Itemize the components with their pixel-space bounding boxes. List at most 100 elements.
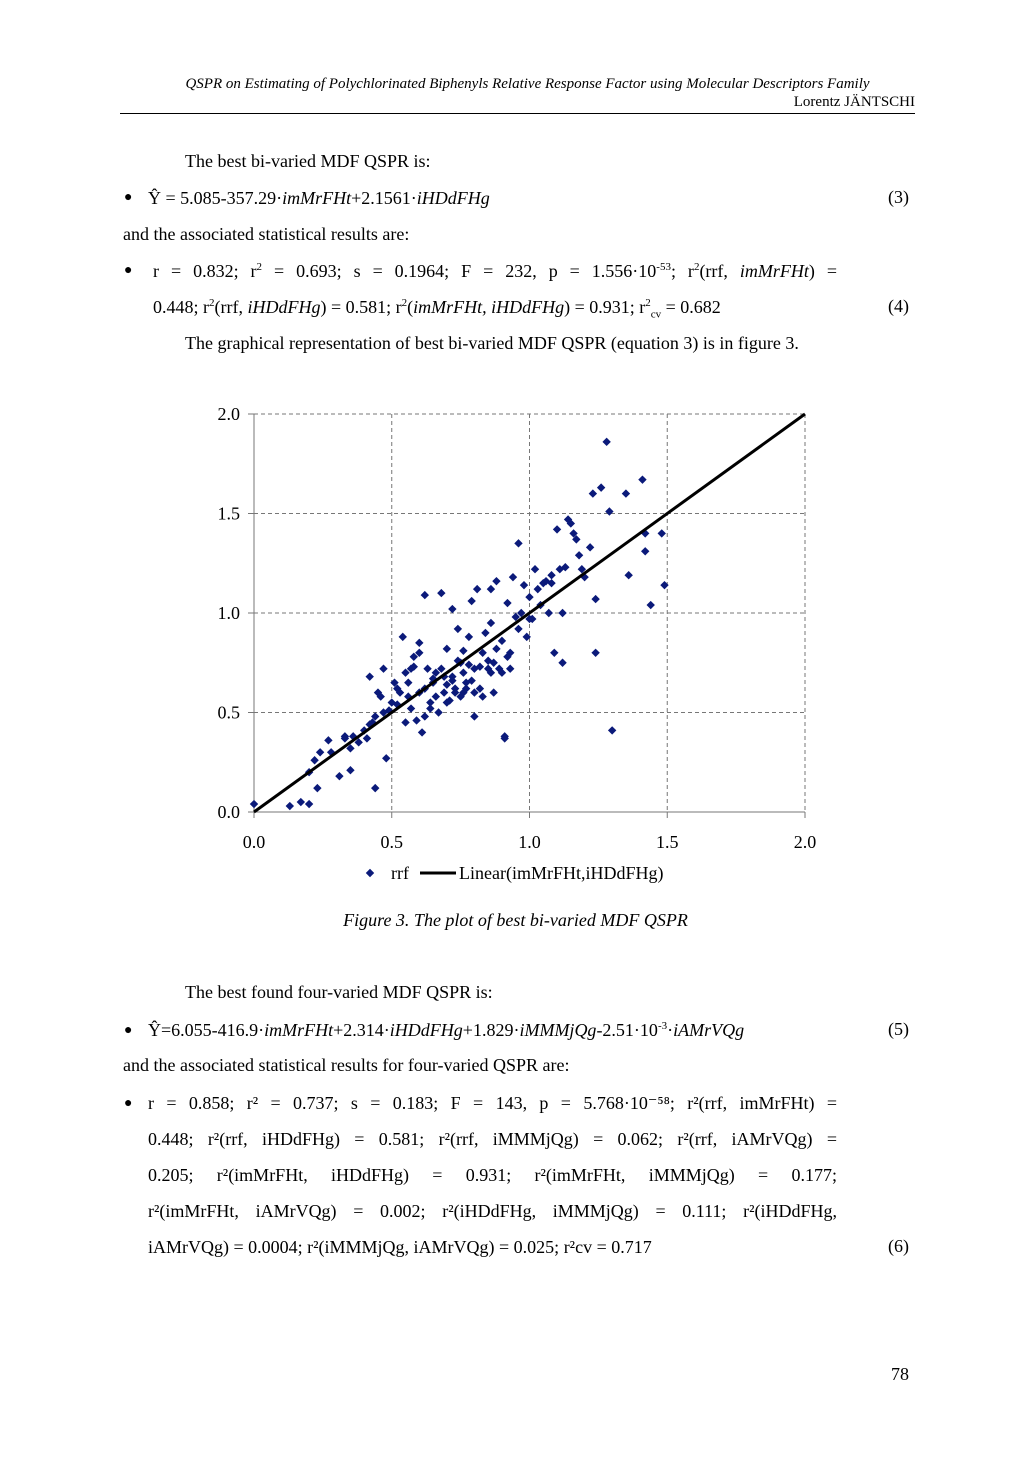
data-point bbox=[525, 592, 534, 602]
data-point bbox=[566, 519, 576, 528]
data-point bbox=[569, 529, 578, 538]
data-point bbox=[660, 580, 669, 590]
x-tick-label: 0.0 bbox=[243, 832, 266, 852]
data-point bbox=[572, 535, 581, 544]
statistics-6-line-5: iAMrVQg) = 0.0004; r²(iMMMjQg, iAMrVQg) … bbox=[148, 1237, 652, 1257]
data-point bbox=[544, 608, 553, 618]
data-point bbox=[624, 570, 633, 580]
data-point bbox=[346, 766, 355, 775]
data-point bbox=[398, 632, 407, 642]
data-point bbox=[390, 678, 399, 687]
data-point bbox=[591, 594, 600, 604]
running-header: QSPR on Estimating of Polychlorinated Bi… bbox=[120, 75, 915, 111]
data-point bbox=[657, 529, 666, 538]
data-point bbox=[530, 565, 540, 574]
header-rule bbox=[120, 113, 915, 114]
data-point bbox=[522, 632, 531, 642]
data-point bbox=[539, 578, 548, 588]
data-point bbox=[492, 644, 501, 654]
header-author: Lorentz JÄNTSCHI bbox=[793, 94, 915, 110]
data-point bbox=[362, 734, 372, 743]
data-point bbox=[641, 547, 650, 556]
data-point bbox=[497, 636, 507, 646]
data-point bbox=[519, 580, 529, 590]
data-point bbox=[561, 563, 570, 572]
data-point bbox=[304, 799, 314, 809]
data-point bbox=[365, 672, 374, 681]
data-point bbox=[404, 692, 413, 701]
y-tick-label: 1.5 bbox=[218, 504, 241, 524]
legend-marker-rrf bbox=[365, 868, 375, 878]
y-tick-label: 0.0 bbox=[218, 802, 241, 822]
data-point bbox=[461, 678, 471, 687]
data-point bbox=[401, 718, 410, 727]
equation-3: Ŷ = 5.085-357.29·imMrFHt+2.1561·iHDdFHg bbox=[148, 188, 490, 208]
statistics-6-line-4: r²(imMrFHt, iAMrVQg) = 0.002; r²(iHDdFHg… bbox=[148, 1201, 837, 1221]
data-point bbox=[641, 529, 650, 538]
paragraph-stats-intro: and the associated statistical results a… bbox=[123, 224, 410, 244]
data-point bbox=[475, 684, 485, 693]
equation-6-number: (6) bbox=[888, 1236, 909, 1256]
data-point bbox=[434, 708, 443, 717]
y-tick-label: 1.0 bbox=[218, 603, 241, 623]
data-point bbox=[547, 578, 556, 588]
data-point bbox=[340, 732, 350, 741]
data-point bbox=[442, 698, 452, 707]
data-point bbox=[437, 664, 446, 673]
chart-tick-labels: 0.0 0.5 1.0 1.5 2.0 0.0 0.5 1.0 1.5 2.0 bbox=[218, 404, 817, 852]
bullet: ● bbox=[124, 190, 133, 205]
statistics-4-line-1: r = 0.832; r2 = 0.693; s = 0.1964; F = 2… bbox=[153, 261, 838, 281]
data-point bbox=[511, 612, 520, 622]
data-point bbox=[324, 736, 333, 745]
data-point bbox=[486, 618, 496, 628]
data-point bbox=[420, 712, 430, 721]
data-point bbox=[541, 576, 551, 586]
data-point bbox=[607, 726, 617, 735]
data-point bbox=[360, 726, 369, 735]
data-point bbox=[514, 539, 523, 548]
data-point bbox=[514, 624, 523, 634]
legend-label-linear: Linear(imMrFHt,iHDdFHg) bbox=[459, 863, 663, 884]
data-point bbox=[448, 604, 457, 614]
data-point bbox=[547, 570, 556, 580]
chart-legend: rrf Linear(imMrFHt,iHDdFHg) bbox=[365, 863, 663, 884]
equation-3-number: (3) bbox=[888, 187, 909, 207]
page-number: 78 bbox=[891, 1364, 909, 1384]
data-point bbox=[489, 688, 498, 697]
statistics-6-line-1: r = 0.858; r² = 0.737; s = 0.183; F = 14… bbox=[148, 1093, 837, 1113]
figure-caption: Figure 3. The plot of best bi-varied MDF… bbox=[343, 910, 688, 930]
data-point bbox=[517, 608, 526, 618]
data-point bbox=[373, 688, 383, 697]
data-point bbox=[428, 674, 438, 683]
statistics-6-line-2: 0.448; r²(rrf, iHDdFHg) = 0.581; r²(rrf,… bbox=[148, 1129, 837, 1149]
data-point bbox=[459, 646, 468, 656]
y-tick-label: 2.0 bbox=[218, 404, 241, 424]
data-point bbox=[552, 525, 562, 534]
x-tick-label: 2.0 bbox=[794, 832, 817, 852]
data-point bbox=[382, 754, 391, 763]
paragraph-bi-varied-intro: The best bi-varied MDF QSPR is: bbox=[185, 151, 431, 171]
data-point bbox=[453, 624, 463, 634]
chart-points bbox=[249, 437, 669, 811]
data-point bbox=[401, 668, 410, 677]
data-point bbox=[503, 598, 512, 608]
header-title: QSPR on Estimating of Polychlorinated Bi… bbox=[185, 76, 870, 92]
data-point bbox=[563, 515, 573, 524]
data-point bbox=[533, 584, 542, 594]
data-point bbox=[442, 644, 452, 654]
data-point bbox=[415, 648, 424, 657]
data-point bbox=[580, 572, 589, 582]
data-point bbox=[602, 437, 611, 447]
equation-5-number: (5) bbox=[888, 1019, 909, 1039]
data-point bbox=[483, 664, 493, 673]
data-point bbox=[464, 632, 474, 642]
x-tick-label: 1.5 bbox=[656, 832, 679, 852]
data-point bbox=[409, 652, 418, 661]
data-point bbox=[445, 696, 454, 705]
data-point bbox=[450, 688, 460, 697]
data-point bbox=[365, 720, 374, 729]
data-point bbox=[555, 565, 565, 574]
data-point bbox=[335, 771, 344, 781]
data-point bbox=[285, 801, 295, 811]
data-point bbox=[508, 572, 518, 582]
